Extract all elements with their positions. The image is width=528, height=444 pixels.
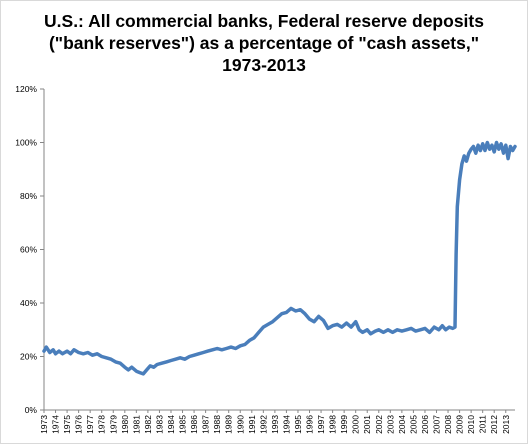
y-axis: 0% 20% 40% 60% 80% 100% 120% <box>15 84 45 415</box>
x-tick-label: 2010 <box>466 415 476 434</box>
chart-title-line-3: 1973-2013 <box>222 55 306 75</box>
chart-title: U.S.: All commercial banks, Federal rese… <box>0 10 528 76</box>
x-tick-label: 1990 <box>235 415 245 434</box>
x-tick-label: 1983 <box>154 415 164 434</box>
y-tick-label: 20% <box>20 352 37 362</box>
x-tick-label: 2000 <box>351 415 361 434</box>
x-tick-label: 1979 <box>108 415 118 434</box>
x-tick-label: 1994 <box>281 415 291 434</box>
x-tick-label: 2001 <box>362 415 372 434</box>
x-tick-label: 1977 <box>85 415 95 434</box>
x-tick-label: 1993 <box>270 415 280 434</box>
x-axis: 1973 1974 1975 1976 1977 1978 1979 1980 1981 1982… <box>39 409 515 434</box>
x-tick-label: 1976 <box>74 415 84 434</box>
x-tick-label: 2007 <box>432 415 442 434</box>
x-tick-label: 1982 <box>143 415 153 434</box>
y-tick-label: 120% <box>15 84 37 94</box>
x-tick-label: 1975 <box>62 415 72 434</box>
x-tick-label: 1996 <box>305 415 315 434</box>
x-tick-label: 1997 <box>316 415 326 434</box>
x-tick-label: 1992 <box>258 415 268 434</box>
x-tick-label: 2013 <box>501 415 511 434</box>
chart-title-line-2: ("bank reserves") as a percentage of "ca… <box>48 33 480 53</box>
chart-title-line-1: U.S.: All commercial banks, Federal rese… <box>44 11 484 31</box>
x-tick-label: 1986 <box>189 415 199 434</box>
x-tick-label: 1978 <box>97 415 107 434</box>
x-tick-label: 2005 <box>408 415 418 434</box>
y-tick-label: 100% <box>15 138 37 148</box>
x-tick-label: 1995 <box>293 415 303 434</box>
y-tick-label: 40% <box>20 298 37 308</box>
x-tick-label: 1991 <box>247 415 257 434</box>
y-tick-label: 80% <box>20 191 37 201</box>
x-tick-label: 1989 <box>224 415 234 434</box>
y-tick-label: 60% <box>20 245 37 255</box>
x-tick-label: 1984 <box>166 415 176 434</box>
x-tick-label: 1987 <box>201 415 211 434</box>
x-tick-label: 1973 <box>39 415 49 434</box>
x-tick-label: 1999 <box>339 415 349 434</box>
x-tick-label: 1981 <box>131 415 141 434</box>
x-tick-label: 2012 <box>489 415 499 434</box>
x-tick-label: 2008 <box>443 415 453 434</box>
x-tick-label: 1988 <box>212 415 222 434</box>
x-tick-label: 2006 <box>420 415 430 434</box>
series-layer <box>42 140 517 376</box>
x-tick-label: 2009 <box>455 415 465 434</box>
x-tick-label: 1980 <box>120 415 130 434</box>
x-tick-label: 2003 <box>385 415 395 434</box>
x-tick-label: 1974 <box>51 415 61 434</box>
x-tick-label: 1998 <box>328 415 338 434</box>
x-tick-label: 1985 <box>178 415 188 434</box>
series-line <box>42 140 517 376</box>
x-tick-label: 2011 <box>478 415 488 434</box>
x-tick-label: 2002 <box>374 415 384 434</box>
y-tick-label: 0% <box>25 405 38 415</box>
x-tick-label: 2004 <box>397 415 407 434</box>
